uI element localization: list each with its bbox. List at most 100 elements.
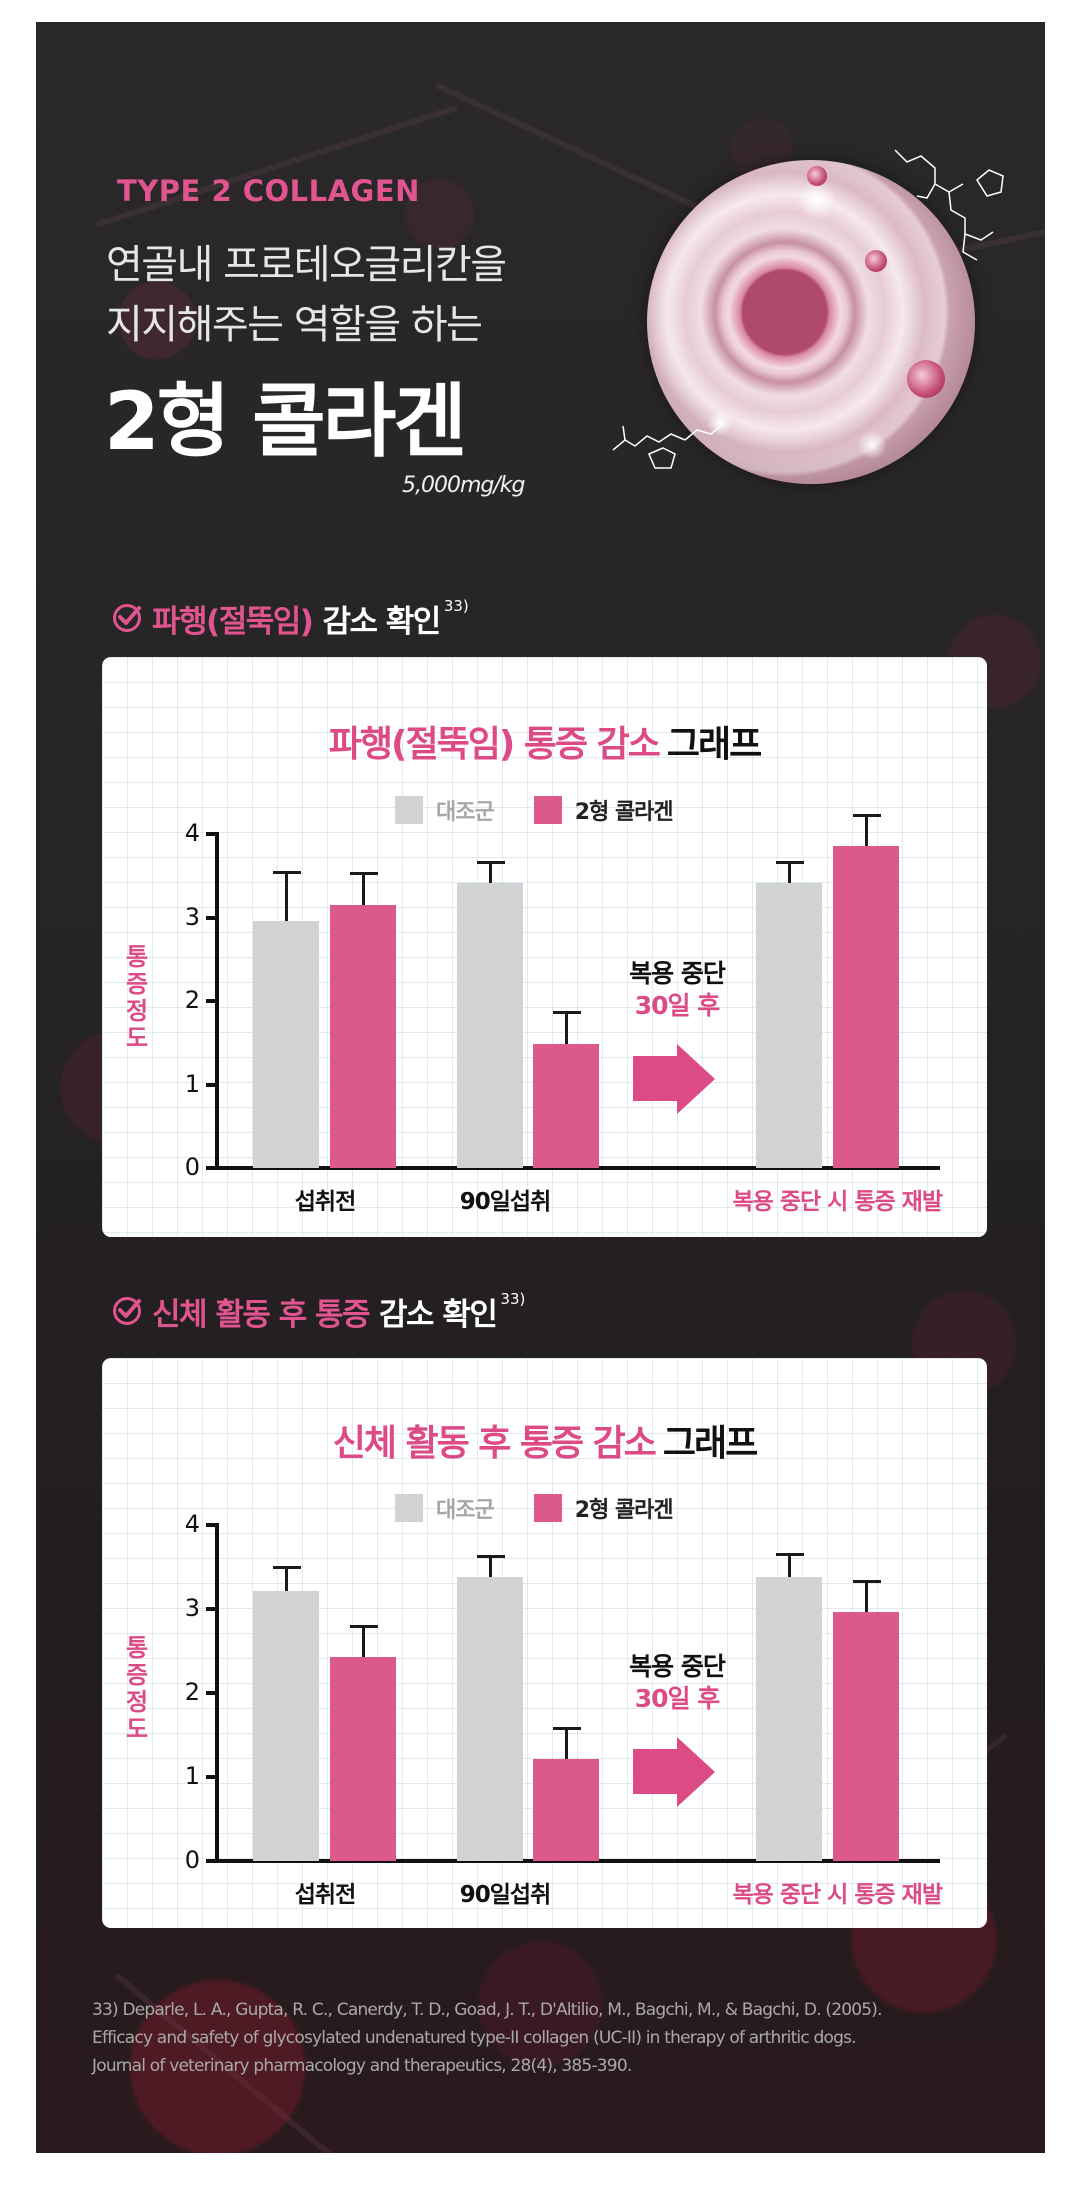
x-axis-label: 90일섭취 [459,1189,552,1215]
legend-item-collagen: 2형 콜라겐 [533,794,674,826]
reference-line-2: Efficacy and safety of glycosylated unde… [92,2028,857,2048]
error-bar [788,862,791,884]
annotation-line-2: 30일 후 [634,1684,721,1713]
eyebrow-type2-collagen: TYPE 2 COLLAGEN [117,174,420,208]
bar-collagen [833,845,899,1168]
reference-line-3: Journal of veterinary pharmacology and t… [92,2056,632,2076]
section-heading-limping: 파행(절뚝임) 감소 확인 33) [112,597,469,640]
y-axis-tick [206,1607,216,1611]
y-tick-label: 4 [184,1510,200,1538]
bar-chart-plot: 0 1 2 3 4 통증정도 섭취전 90일섭취 복용 중단 시 통증 재발 복용 중단 30일 후 [102,657,987,1237]
y-tick-label: 2 [184,1678,200,1706]
y-axis-tick [206,1082,216,1087]
error-bar-cap [776,1553,804,1557]
droplet-icon [907,360,945,398]
legend-swatch [395,796,423,824]
x-axis-label: 섭취전 [294,1189,356,1215]
discontinuation-annotation: 복용 중단 30일 후 [607,1651,747,1715]
y-axis-tick [206,1166,216,1170]
bar-control [253,1591,319,1861]
right-arrow-icon [633,1044,715,1114]
bar-collagen [533,1759,599,1861]
y-axis-line [215,832,219,1170]
error-bar-cap [553,1010,581,1014]
hero-subtitle-line-2: 지지해주는 역할을 하는 [106,302,483,348]
y-axis-tick [206,1859,216,1863]
legend-label: 2형 콜라겐 [574,800,674,825]
error-bar-cap [350,1624,378,1628]
y-tick-label: 1 [184,1762,200,1790]
glint-highlight [707,410,733,436]
error-bar [788,1554,791,1578]
y-axis-tick [206,999,216,1003]
chart-title: 신체 활동 후 통증 감소 그래프 [102,1414,987,1466]
y-tick-label: 2 [184,986,200,1014]
chart-card-limping: 파행(절뚝임) 통증 감소 그래프 대조군 2형 콜라겐 0 1 2 3 4 통증정도 섭취전 90일… [102,657,987,1237]
molecule-structure-icon [894,149,1004,261]
chart-title: 파행(절뚝임) 통증 감소 그래프 [102,715,987,767]
bar-collagen [833,1612,899,1861]
y-axis-line [215,1523,219,1863]
y-tick-label: 0 [184,1846,200,1874]
section-heading-pink-text: 파행(절뚝임) [152,603,314,640]
bar-collagen [533,1044,599,1168]
chart-title-pink: 신체 활동 후 통증 감소 [332,1423,657,1464]
error-bar [489,1556,492,1578]
bar-control [457,1577,523,1861]
y-tick-label: 1 [184,1069,200,1098]
bar-chart-plot: 0 1 2 3 4 통증정도 섭취전 90일섭취 복용 중단 시 통증 재발 복용 중단 30일 후 [102,1358,987,1928]
droplet-icon [865,250,887,272]
error-bar [489,862,492,884]
y-axis-tick [206,915,216,920]
discontinuation-annotation: 복용 중단 30일 후 [607,958,747,1022]
x-axis-label: 섭취전 [294,1882,356,1908]
reference-citation: 33) Deparle, L. A., Gupta, R. C., Canerd… [92,1996,1012,2080]
legend-swatch [395,1494,423,1522]
y-axis-tick [206,1691,216,1695]
error-bar [285,1567,288,1592]
legend-swatch [533,796,562,824]
y-axis-tick [206,832,216,836]
error-bar [865,814,868,846]
y-axis-title: 통증정도 [125,1634,149,1743]
error-bar [865,1581,868,1613]
error-bar-cap [273,871,301,875]
right-arrow-icon [633,1737,715,1807]
legend-label: 대조군 [436,1498,495,1523]
error-bar [362,873,365,905]
bar-control [253,920,319,1168]
legend-label: 대조군 [436,800,495,825]
section-heading-white-text: 감소 확인 [322,603,441,640]
check-circle-icon [113,604,141,632]
chart-card-activity-pain: 신체 활동 후 통증 감소 그래프 대조군 2형 콜라겐 0 1 2 3 4 통증정도 섭취전 90일… [102,1358,987,1928]
legend-swatch [533,1494,562,1522]
error-bar [362,1625,365,1657]
molecule-structure-icon [612,423,724,469]
y-tick-label: 3 [184,902,200,931]
chart-title-pink: 파행(절뚝임) 통증 감소 [328,724,661,765]
error-bar [565,1728,568,1760]
error-bar-cap [350,872,378,876]
error-bar-cap [553,1727,581,1731]
y-axis-tick [206,1523,216,1527]
annotation-line-1: 복용 중단 [629,1652,726,1681]
legend-item-control: 대조군 [395,1492,495,1524]
x-axis-label: 복용 중단 시 통증 재발 [732,1189,943,1215]
bar-control [457,883,523,1168]
section-heading-white-text: 감소 확인 [379,1296,498,1333]
error-bar-cap [477,861,505,865]
chart-legend: 대조군 2형 콜라겐 [395,794,713,826]
error-bar-cap [853,813,881,817]
x-axis-line [215,1166,940,1170]
x-axis-label: 복용 중단 시 통증 재발 [732,1882,943,1908]
error-bar-cap [853,1580,881,1584]
y-tick-label: 4 [184,819,200,847]
footnote-marker: 33) [500,1290,526,1308]
chart-title-dark: 그래프 [662,1423,758,1464]
molecule-bond-decoration [95,104,459,228]
bar-collagen [330,904,396,1168]
bar-control [756,883,822,1168]
dose-label: 5,000mg/kg [402,473,525,498]
hero-headline: 2형 콜라겐 [104,375,467,468]
y-axis-title: 통증정도 [125,943,149,1052]
